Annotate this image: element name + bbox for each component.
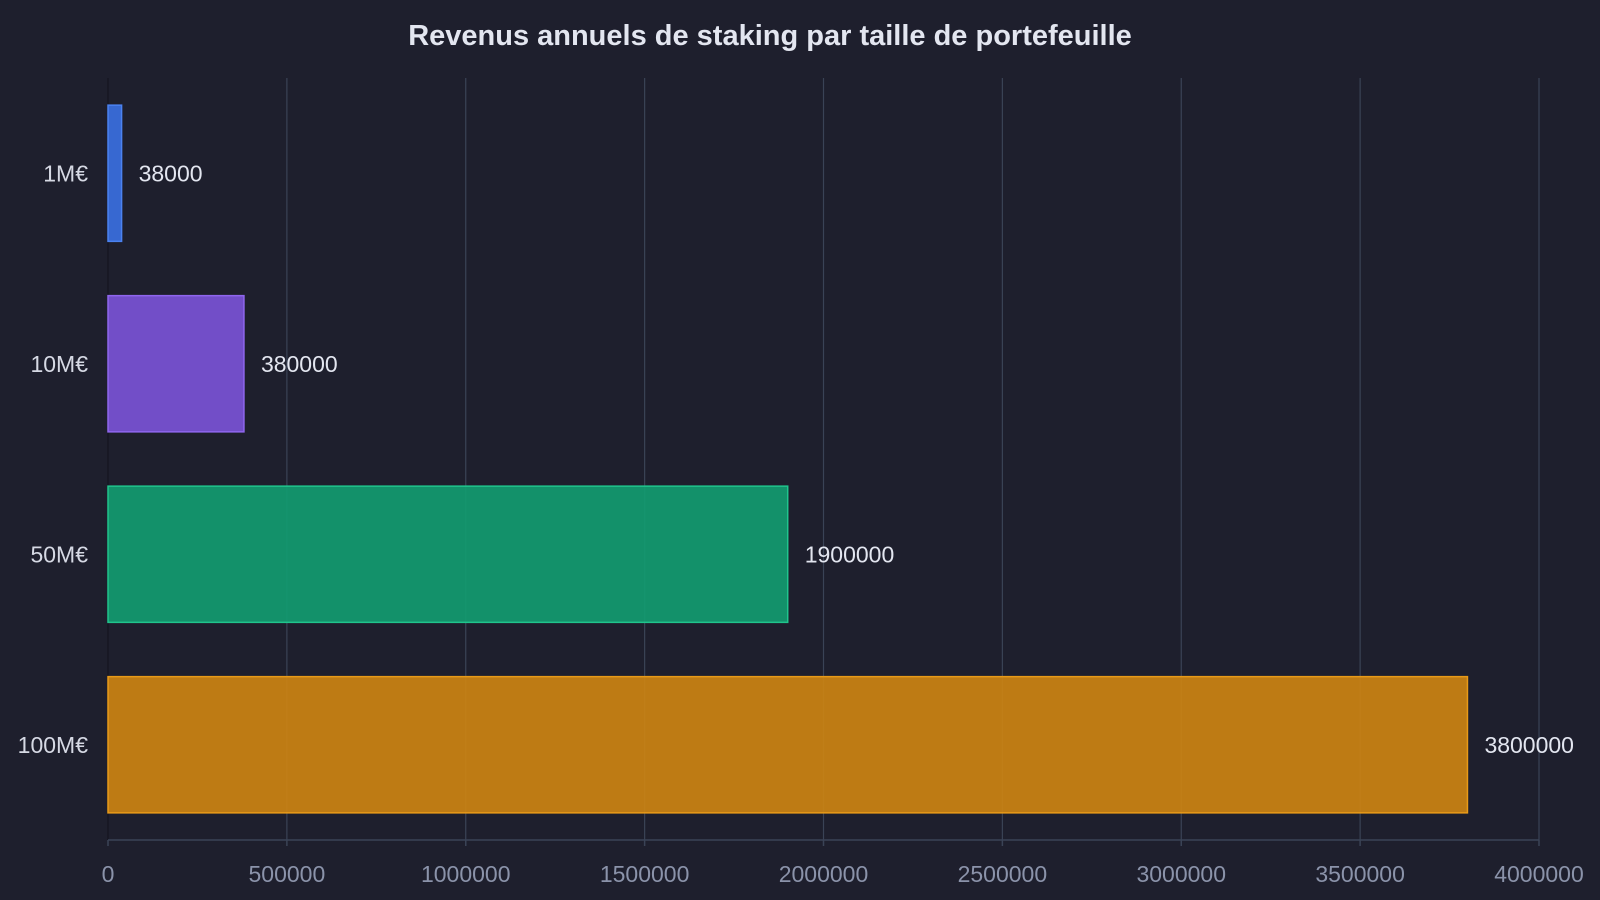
data-label: 1900000	[805, 541, 895, 567]
data-label: 380000	[261, 351, 338, 377]
x-tick-label: 0	[102, 861, 115, 887]
category-label: 100M€	[18, 732, 89, 758]
data-label: 3800000	[1484, 732, 1574, 758]
x-tick-label: 1000000	[421, 861, 511, 887]
bar	[107, 485, 789, 624]
bar	[107, 675, 1469, 814]
chart-title: Revenus annuels de staking par taille de…	[408, 20, 1132, 52]
x-tick-label: 3500000	[1315, 861, 1405, 887]
x-tick-label: 1500000	[600, 861, 690, 887]
bar	[107, 294, 245, 433]
bar	[107, 104, 123, 243]
x-tick-label: 3000000	[1136, 861, 1226, 887]
category-label: 50M€	[30, 541, 88, 567]
x-tick-label: 2500000	[958, 861, 1048, 887]
category-label: 10M€	[30, 351, 88, 377]
data-label: 38000	[139, 160, 203, 186]
category-label: 1M€	[43, 160, 88, 186]
x-tick-label: 2000000	[779, 861, 869, 887]
x-tick-label: 4000000	[1494, 861, 1584, 887]
x-tick-label: 500000	[249, 861, 326, 887]
